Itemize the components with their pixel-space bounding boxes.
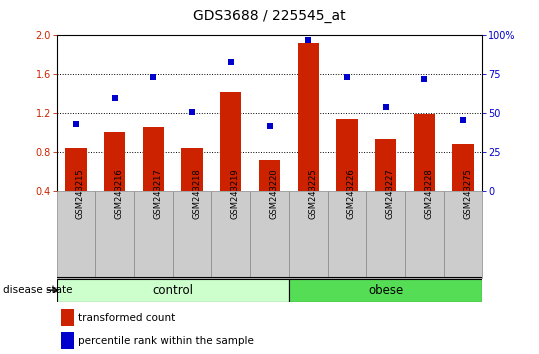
Bar <box>405 191 444 278</box>
Bar <box>289 191 328 278</box>
Bar <box>414 114 435 230</box>
Point <box>381 104 390 110</box>
Bar <box>367 191 405 278</box>
Point <box>188 109 196 115</box>
Text: control: control <box>152 284 193 297</box>
Text: GSM243275: GSM243275 <box>463 169 472 219</box>
Text: GSM243220: GSM243220 <box>270 169 279 219</box>
Point <box>459 117 467 122</box>
Text: GSM243227: GSM243227 <box>385 169 395 219</box>
Bar <box>95 191 134 278</box>
Bar <box>57 191 95 278</box>
Bar <box>61 332 74 349</box>
Bar <box>104 132 125 230</box>
Text: GSM243215: GSM243215 <box>76 169 85 219</box>
Point <box>265 123 274 129</box>
Point <box>110 95 119 101</box>
Text: percentile rank within the sample: percentile rank within the sample <box>78 336 254 346</box>
Bar <box>259 160 280 230</box>
Bar <box>57 279 289 302</box>
Point <box>149 75 158 80</box>
Bar <box>336 119 357 230</box>
Text: transformed count: transformed count <box>78 313 175 323</box>
Bar <box>298 43 319 230</box>
Bar <box>211 191 250 278</box>
Text: GSM243219: GSM243219 <box>231 169 240 219</box>
Text: obese: obese <box>368 284 403 297</box>
Text: GSM243216: GSM243216 <box>115 169 123 219</box>
Text: GSM243226: GSM243226 <box>347 169 356 219</box>
Bar <box>61 309 74 326</box>
Bar <box>289 279 482 302</box>
Bar <box>444 191 482 278</box>
Point <box>343 75 351 80</box>
Point <box>304 37 313 43</box>
Bar <box>328 191 367 278</box>
Text: GDS3688 / 225545_at: GDS3688 / 225545_at <box>193 9 346 23</box>
Bar <box>182 148 203 230</box>
Point <box>420 76 429 82</box>
Bar <box>250 191 289 278</box>
Bar <box>65 148 87 230</box>
Bar <box>452 144 474 230</box>
Bar <box>172 191 211 278</box>
Text: disease state: disease state <box>3 285 72 295</box>
Bar <box>143 127 164 230</box>
Text: GSM243228: GSM243228 <box>424 169 433 219</box>
Text: GSM243217: GSM243217 <box>154 169 162 219</box>
Bar <box>375 139 396 230</box>
Text: GSM243225: GSM243225 <box>308 169 317 219</box>
Text: GSM243218: GSM243218 <box>192 169 201 219</box>
Bar <box>220 92 241 230</box>
Point <box>226 59 235 65</box>
Bar <box>134 191 172 278</box>
Point <box>72 121 80 127</box>
